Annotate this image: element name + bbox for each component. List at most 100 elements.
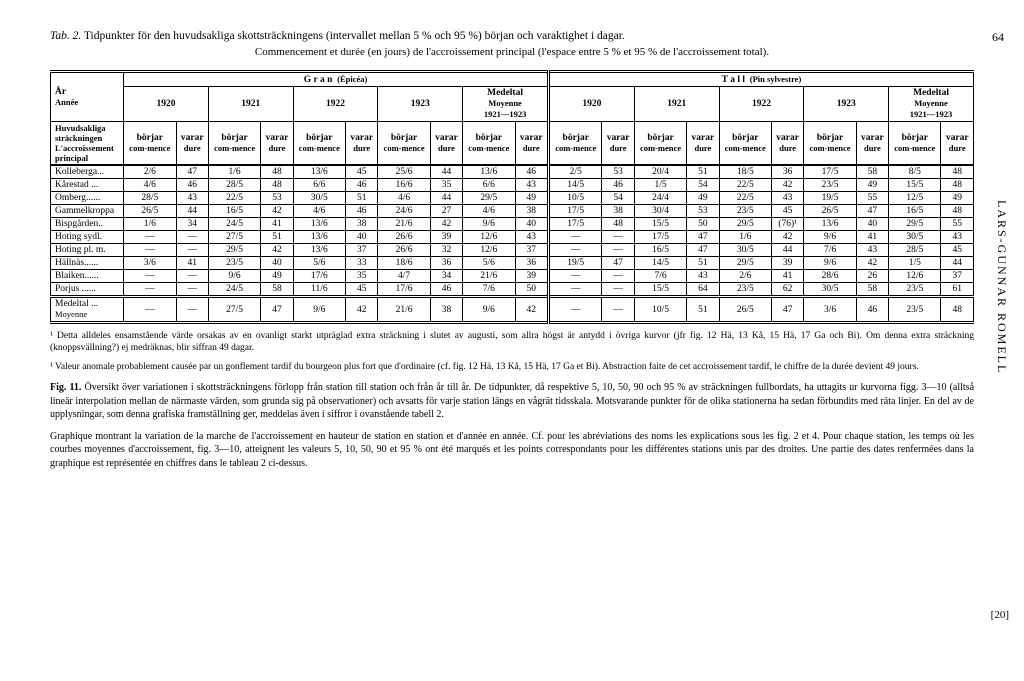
cell-begin: 30/5 (719, 244, 771, 257)
year-1923-t: 1923 (804, 87, 889, 122)
year-1921-t: 1921 (634, 87, 719, 122)
cell-begin: 26/6 (378, 231, 430, 244)
cell-dur: 47 (687, 244, 719, 257)
cell-dur: 38 (515, 205, 548, 218)
tab-prefix: Tab. 2. (50, 30, 81, 42)
cell-begin: 20/4 (634, 165, 686, 179)
cell-begin: 16/5 (634, 244, 686, 257)
data-table: År Année G r a n (Épicéa) T a l l (Pin s… (50, 70, 974, 324)
cell-dur: 48 (941, 179, 974, 192)
cell-dur: 36 (430, 257, 462, 270)
subcol-varar: varardure (346, 122, 378, 166)
cell-begin: 13/6 (293, 231, 345, 244)
cell-dur: 47 (176, 165, 208, 179)
cell-dur: 46 (856, 297, 888, 323)
cell-dur: — (602, 270, 634, 283)
cell-begin: — (124, 270, 176, 283)
cell-dur: 54 (687, 179, 719, 192)
subcol-borjar: börjarcom-mence (208, 122, 260, 166)
cell-dur: — (602, 283, 634, 297)
station-name: Blaiken...... (51, 270, 124, 283)
author-side: LARS-GUNNAR ROMELL (994, 200, 1009, 374)
cell-begin: 5/6 (463, 257, 515, 270)
cell-dur: — (602, 231, 634, 244)
cell-begin: 14/5 (634, 257, 686, 270)
cell-dur: 46 (515, 165, 548, 179)
species-tall: T a l l (Pin sylvestre) (548, 72, 973, 87)
page-side: [20] (991, 609, 1009, 621)
cell-dur: 43 (515, 179, 548, 192)
subcol-varar: varardure (771, 122, 803, 166)
tab-main: Tidpunkter för den huvudsakliga skottstr… (84, 30, 625, 42)
cell-dur: 49 (261, 270, 293, 283)
table-row: Hoting pl. m.——29/54213/63726/63212/637—… (51, 244, 974, 257)
cell-begin: 1/5 (634, 179, 686, 192)
cell-begin: 16/5 (208, 205, 260, 218)
cell-dur: 38 (346, 218, 378, 231)
cell-dur: 34 (176, 218, 208, 231)
cell-begin: 15/5 (634, 283, 686, 297)
footnote-sv: ¹ Detta alldeles ensamstående värde orsa… (50, 330, 974, 355)
cell-dur: 37 (941, 270, 974, 283)
cell-dur: 49 (515, 192, 548, 205)
cell-begin: 23/5 (889, 297, 941, 323)
cell-begin: 9/6 (208, 270, 260, 283)
cell-dur: 49 (941, 192, 974, 205)
cell-begin: 12/5 (889, 192, 941, 205)
cell-dur: 35 (430, 179, 462, 192)
cell-begin: 12/6 (463, 231, 515, 244)
cell-dur: 44 (176, 205, 208, 218)
cell-dur: 43 (941, 231, 974, 244)
cell-begin: 17/5 (634, 231, 686, 244)
cell-begin: 25/6 (378, 165, 430, 179)
cell-begin: 24/4 (634, 192, 686, 205)
cell-begin: — (548, 231, 601, 244)
subcol-borjar: börjarcom-mence (719, 122, 771, 166)
cell-dur: — (176, 283, 208, 297)
cell-begin: 23/5 (208, 257, 260, 270)
cell-dur: 47 (771, 297, 803, 323)
cell-begin: 26/5 (124, 205, 176, 218)
table-row: Omberg......28/54322/55330/5514/64429/54… (51, 192, 974, 205)
subcol-borjar: börjarcom-mence (548, 122, 601, 166)
cell-dur: 32 (430, 244, 462, 257)
cell-dur: 45 (941, 244, 974, 257)
table-row: Hällnäs......3/64123/5405/63318/6365/636… (51, 257, 974, 270)
cell-begin: 5/6 (293, 257, 345, 270)
cell-dur: 47 (261, 297, 293, 323)
cell-dur: — (176, 244, 208, 257)
cell-begin: 16/6 (378, 179, 430, 192)
fig-text: Översikt över variationen i skottsträckn… (50, 382, 974, 420)
cell-begin: 15/5 (889, 179, 941, 192)
subcol-borjar: börjarcom-mence (804, 122, 856, 166)
cell-begin: 21/6 (463, 270, 515, 283)
cell-begin: 2/6 (719, 270, 771, 283)
cell-dur: 27 (430, 205, 462, 218)
cell-dur: 40 (856, 218, 888, 231)
subcol-varar: varardure (602, 122, 634, 166)
cell-begin: 26/6 (378, 244, 430, 257)
cell-dur: 46 (430, 283, 462, 297)
subcol-varar: varardure (515, 122, 548, 166)
cell-begin: 1/6 (208, 165, 260, 179)
cell-dur: 55 (856, 192, 888, 205)
cell-dur: 51 (346, 192, 378, 205)
cell-begin: 23/5 (889, 283, 941, 297)
cell-begin: 9/6 (804, 231, 856, 244)
cell-begin: 2/5 (548, 165, 601, 179)
cell-dur: 42 (515, 297, 548, 323)
cell-begin: — (548, 297, 601, 323)
cell-begin: 13/6 (293, 218, 345, 231)
cell-dur: 62 (771, 283, 803, 297)
cell-dur: 61 (941, 283, 974, 297)
cell-dur: 48 (941, 205, 974, 218)
col-year: År Année (51, 72, 124, 122)
page-number: 64 (992, 30, 1004, 45)
cell-dur: 44 (430, 192, 462, 205)
table-row: Bispgården..1/63424/54113/63821/6429/640… (51, 218, 974, 231)
cell-begin: — (124, 297, 176, 323)
mean-t: MedeltalMoyenne1921—1923 (889, 87, 974, 122)
cell-dur: 42 (771, 231, 803, 244)
cell-begin: — (124, 244, 176, 257)
subcol-borjar: börjarcom-mence (889, 122, 941, 166)
